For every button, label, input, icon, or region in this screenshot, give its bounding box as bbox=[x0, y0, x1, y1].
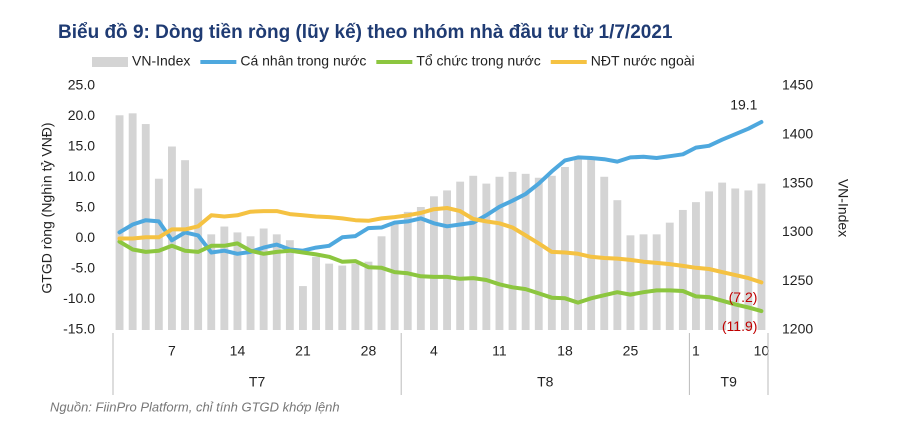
x-tick-label: 18 bbox=[557, 343, 573, 359]
y2-axis-title: VN-Index bbox=[835, 179, 851, 237]
y2-tick-label: 1400 bbox=[782, 126, 813, 142]
bar bbox=[430, 196, 438, 330]
bar bbox=[482, 183, 491, 330]
group-label: T9 bbox=[721, 374, 738, 390]
bar bbox=[141, 124, 150, 331]
bar bbox=[128, 113, 137, 330]
bar bbox=[731, 188, 740, 330]
bar bbox=[456, 181, 465, 330]
x-tick-label: 14 bbox=[230, 343, 246, 359]
bar bbox=[377, 236, 386, 330]
bar bbox=[587, 159, 596, 330]
x-tick-label: 10 bbox=[754, 343, 770, 359]
bar bbox=[469, 175, 478, 330]
bar bbox=[495, 176, 504, 330]
line-series bbox=[117, 206, 764, 285]
source-note: Nguồn: FiinPro Platform, chỉ tính GTGD k… bbox=[50, 399, 340, 414]
y-tick-label: 25.0 bbox=[68, 77, 95, 93]
y-tick-label: -15.0 bbox=[63, 321, 95, 337]
bar bbox=[115, 115, 124, 330]
line-series bbox=[117, 120, 764, 256]
bar bbox=[443, 190, 451, 330]
bar bbox=[364, 261, 373, 330]
bar bbox=[233, 232, 242, 330]
y-tick-label: -10.0 bbox=[63, 290, 95, 306]
bar bbox=[574, 157, 582, 330]
y-axis-title: GTGD ròng (Nghìn tỷ VNĐ) bbox=[39, 122, 55, 293]
bar bbox=[521, 173, 530, 330]
bar bbox=[194, 188, 203, 330]
y-tick-label: 10.0 bbox=[68, 168, 95, 184]
bar bbox=[600, 176, 609, 330]
x-tick-label: 11 bbox=[492, 343, 507, 359]
legend-label: Cá nhân trong nước bbox=[240, 53, 366, 69]
bar bbox=[246, 236, 255, 330]
bar bbox=[207, 234, 216, 330]
x-tick-label: 25 bbox=[623, 343, 639, 359]
x-tick-label: 28 bbox=[361, 343, 377, 359]
y-tick-label: -5.0 bbox=[71, 260, 95, 276]
bar bbox=[154, 178, 163, 330]
bar bbox=[272, 234, 281, 330]
line-series bbox=[117, 239, 764, 314]
data-label: (11.9) bbox=[722, 318, 758, 334]
bar bbox=[403, 211, 412, 330]
bar bbox=[561, 167, 569, 330]
y2-tick-label: 1450 bbox=[782, 77, 813, 93]
bar bbox=[312, 256, 320, 330]
y-tick-label: 0.0 bbox=[76, 229, 96, 245]
bar bbox=[325, 263, 334, 330]
bar bbox=[613, 200, 622, 330]
legend-label: Tổ chức trong nước bbox=[416, 53, 540, 69]
bar bbox=[416, 207, 425, 330]
chart-title: Biểu đồ 9: Dòng tiền ròng (lũy kế) theo … bbox=[58, 22, 673, 43]
x-tick-label: 1 bbox=[692, 343, 700, 359]
y-tick-label: 20.0 bbox=[68, 107, 95, 123]
x-tick-label: 21 bbox=[295, 343, 311, 359]
group-label: T8 bbox=[537, 374, 554, 390]
y-tick-label: 5.0 bbox=[76, 199, 96, 215]
y-tick-label: 15.0 bbox=[68, 138, 95, 154]
bar bbox=[285, 240, 294, 330]
legend-label: VN-Index bbox=[132, 53, 190, 69]
bar bbox=[508, 171, 517, 330]
x-tick-label: 7 bbox=[168, 343, 176, 359]
data-label: 19.1 bbox=[730, 97, 757, 113]
bar bbox=[299, 286, 307, 330]
x-tick-label: 4 bbox=[430, 343, 438, 359]
bar bbox=[757, 183, 766, 330]
bar bbox=[534, 177, 543, 330]
bar bbox=[718, 182, 727, 330]
bar bbox=[639, 234, 648, 330]
y2-tick-label: 1300 bbox=[782, 223, 813, 239]
bar bbox=[626, 235, 635, 330]
bar bbox=[678, 209, 687, 330]
data-label: (7.2) bbox=[729, 289, 758, 305]
legend-label: NĐT nước ngoài bbox=[591, 53, 695, 69]
legend-swatch bbox=[92, 57, 128, 67]
y2-tick-label: 1250 bbox=[782, 272, 813, 288]
bar bbox=[181, 160, 189, 330]
y2-tick-label: 1350 bbox=[782, 174, 813, 190]
bar bbox=[744, 190, 753, 330]
bar bbox=[259, 228, 268, 330]
bar bbox=[705, 191, 713, 330]
bar bbox=[390, 222, 399, 330]
bar bbox=[338, 265, 347, 330]
y2-tick-label: 1200 bbox=[782, 321, 813, 337]
group-label: T7 bbox=[249, 374, 266, 390]
bar bbox=[652, 234, 661, 330]
bar bbox=[665, 222, 674, 330]
bar bbox=[351, 263, 360, 330]
bar bbox=[220, 226, 229, 330]
